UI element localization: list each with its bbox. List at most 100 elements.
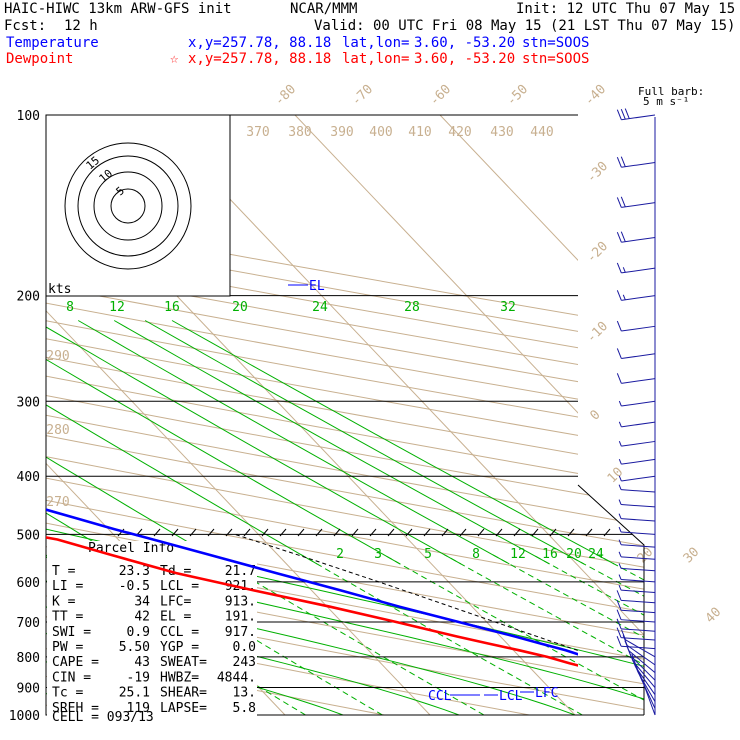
hatch-mark bbox=[531, 528, 539, 537]
theta-label-top: 380 bbox=[288, 125, 311, 140]
wind-barb bbox=[618, 574, 656, 583]
wind-barb-half-flag bbox=[618, 551, 622, 558]
wind-barb-staff bbox=[621, 475, 656, 482]
lfc-label: LFC bbox=[535, 686, 558, 701]
wind-barb-staff bbox=[621, 353, 656, 359]
isotherm-line bbox=[439, 115, 644, 715]
parcel-row-label-left: CAPE = bbox=[52, 655, 99, 670]
mixing-ratio-dashed bbox=[566, 553, 644, 715]
isotherm-label: -80 bbox=[272, 82, 299, 109]
parcel-row-value-left: -0.5 bbox=[119, 579, 150, 594]
pressure-label-300: 300 bbox=[17, 395, 40, 410]
wind-barb-staff bbox=[621, 531, 656, 535]
parcel-row-value-left: 25.1 bbox=[119, 686, 150, 701]
wind-barb bbox=[618, 513, 656, 522]
parcel-row-label-right: LCL = bbox=[160, 579, 199, 594]
hatch-mark bbox=[567, 528, 575, 537]
wind-barb-flag bbox=[620, 156, 626, 167]
wind-barb bbox=[616, 231, 656, 243]
legend-dewpoint: Dewpoint ☆ x,y=257.78, 88.18 lat,lon= 3.… bbox=[6, 51, 589, 67]
mixing-label-upper: 16 bbox=[164, 300, 180, 315]
wind-barb-half-flag bbox=[631, 653, 635, 660]
parcel-path-line bbox=[235, 533, 578, 652]
mixing-ratio-dashed bbox=[300, 553, 583, 715]
dry-adiabat bbox=[46, 115, 644, 715]
parcel-row-value-right: 13. bbox=[233, 686, 256, 701]
wind-barb-staff bbox=[625, 639, 656, 658]
wind-barb-flag bbox=[616, 157, 622, 168]
wind-barb-staff bbox=[621, 489, 656, 493]
legend-dewpoint-xy: x,y=257.78, 88.18 bbox=[188, 51, 331, 67]
wind-barb bbox=[618, 475, 656, 482]
mixing-ratio-solid bbox=[144, 320, 585, 565]
wind-barb-half-flag bbox=[618, 484, 622, 490]
wind-barb-staff bbox=[621, 504, 656, 508]
mixing-label-lower: 3 bbox=[374, 547, 382, 562]
dry-adiabat bbox=[46, 115, 644, 715]
wind-barb-half-flag bbox=[618, 475, 622, 482]
wind-barb-staff bbox=[621, 325, 656, 332]
mixing-ratio-solid bbox=[46, 320, 130, 565]
wind-barb-staff bbox=[621, 267, 656, 274]
mixing-ratio-solid bbox=[113, 320, 550, 565]
wind-barb-staff bbox=[621, 619, 656, 623]
wind-barb-flag bbox=[636, 667, 642, 678]
theta-label-top: 370 bbox=[246, 125, 269, 140]
parcel-info-title: Parcel Info bbox=[88, 541, 174, 556]
wind-barb bbox=[638, 672, 656, 716]
wind-barb-half-flag bbox=[618, 440, 622, 447]
mixing-label-upper: 32 bbox=[500, 300, 516, 315]
parcel-row-value-right: 21.7 bbox=[225, 564, 256, 579]
wind-barb-half-flag bbox=[618, 574, 622, 580]
dewpoint-profile-line bbox=[46, 536, 578, 667]
wind-barb-half-flag bbox=[618, 584, 622, 591]
parcel-row-label-right: EL = bbox=[160, 610, 191, 625]
wind-barb-staff bbox=[621, 567, 656, 572]
parcel-row-value-right: 917. bbox=[225, 625, 256, 640]
wind-barb-half-flag bbox=[618, 499, 622, 505]
parcel-row-value-left: 5.50 bbox=[119, 640, 150, 655]
hatch-mark bbox=[315, 528, 323, 537]
legend-dewpoint-star: ☆ bbox=[170, 51, 179, 67]
wind-barb-flag bbox=[616, 320, 622, 332]
moist-adiabat bbox=[46, 295, 460, 715]
mixing-label-upper: 12 bbox=[109, 300, 125, 315]
wind-barb-staff bbox=[621, 458, 656, 465]
wind-barb-flag bbox=[616, 600, 622, 611]
hatch-mark bbox=[243, 528, 251, 537]
theta-label-left: 290 bbox=[46, 349, 69, 364]
legend-dewpoint-latlon: lat,lon= bbox=[342, 51, 409, 67]
isotherm-label: 10 bbox=[605, 465, 627, 487]
wind-barb-half-flag bbox=[618, 421, 622, 428]
parcel-row-label-left: LI = bbox=[52, 579, 83, 594]
mixing-ratio-solid bbox=[171, 320, 615, 565]
wind-barb-flag bbox=[616, 590, 622, 601]
parcel-row-label-left: CIN = bbox=[52, 670, 91, 685]
mixing-ratio-dashed bbox=[443, 553, 644, 715]
parcel-row-label-right: SWEAT= bbox=[160, 655, 207, 670]
parcel-row-value-right: 5.8 bbox=[233, 701, 256, 716]
mixing-ratio-labels: 8 12 16 20 24 28 32 2 3 5 8 12 16 20 24 bbox=[66, 300, 604, 562]
hatch-mark bbox=[405, 528, 413, 537]
theta-label-left: 270 bbox=[46, 495, 69, 510]
hodograph-ring-10 bbox=[93, 171, 163, 241]
el-label: EL bbox=[309, 279, 325, 294]
wind-barb-flag bbox=[616, 197, 622, 208]
isotherm-label: -10 bbox=[584, 319, 611, 346]
plot-frame-skew-edge bbox=[577, 484, 645, 715]
hatch-mark bbox=[369, 528, 377, 537]
mixing-label-lower: 5 bbox=[424, 547, 432, 562]
parcel-row-label-right: YGP = bbox=[160, 640, 199, 655]
legend-temperature-name: Temperature bbox=[6, 35, 99, 51]
theta-label-top: 400 bbox=[369, 125, 392, 140]
wind-barb bbox=[616, 196, 656, 208]
parcel-row-value-left: 34 bbox=[134, 594, 150, 609]
parcel-row-value-left: 43 bbox=[134, 655, 150, 670]
wind-barb-half-flag bbox=[618, 526, 622, 533]
wind-barb-staff bbox=[626, 644, 656, 666]
wind-barb-staff bbox=[621, 400, 656, 407]
wind-barb-flag bbox=[616, 609, 622, 620]
hatch-mark bbox=[477, 528, 485, 537]
wind-barb bbox=[618, 563, 656, 572]
ccl-label: CCL bbox=[428, 689, 452, 704]
